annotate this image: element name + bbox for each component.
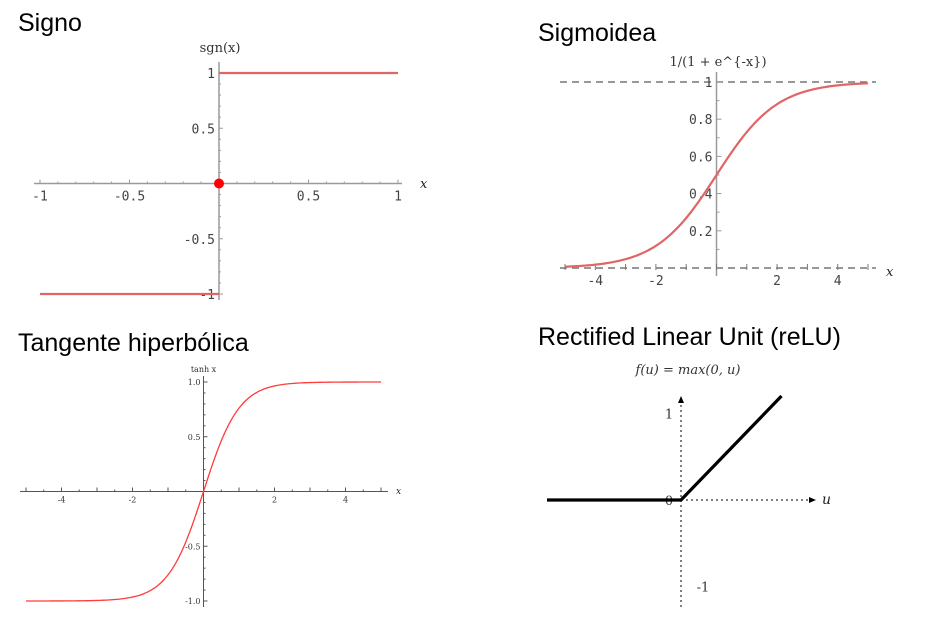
y-tick-label: 0.8 bbox=[689, 113, 712, 128]
x-axis-label: x bbox=[396, 487, 401, 497]
panel-title-sigmoid: Sigmoidea bbox=[538, 19, 656, 47]
y-tick-label: -1.0 bbox=[185, 597, 200, 606]
sigmoid-curve bbox=[564, 82, 869, 268]
x-axis-label: x bbox=[420, 177, 428, 192]
y-tick-label: -1 bbox=[697, 581, 710, 596]
y-tick-label: -0.5 bbox=[185, 542, 200, 551]
y-tick-label: -0.5 bbox=[184, 233, 215, 248]
x-axis-label: u bbox=[822, 492, 831, 508]
y-tick-label: 0.5 bbox=[188, 433, 201, 442]
sign-origin-point bbox=[214, 178, 224, 189]
x-tick-label: -4 bbox=[587, 274, 603, 289]
panel-sigmoid: Sigmoidea-4 -2 2 410.80.60.40.21/(1 + e^{-x… bbox=[538, 19, 894, 289]
y-axis-label: f(u) = max(0, u) bbox=[635, 363, 741, 378]
y-tick-label: 1 bbox=[207, 67, 215, 82]
y-tick-label: 1 bbox=[665, 407, 673, 422]
y-tick-label: -1 bbox=[199, 288, 215, 303]
panel-relu: Rectified Linear Unit (reLU) f(u) = max(0… bbox=[538, 323, 841, 607]
x-axis-arrow-icon bbox=[809, 497, 816, 503]
x-tick-label: 4 bbox=[343, 496, 348, 505]
x-tick-label: 2 bbox=[773, 274, 781, 289]
x-tick-label: 1 bbox=[394, 190, 402, 205]
panel-sign: Signo -1 -0.5 0.5 1 1 0.5 -0.5 -1 sgn(x) x bbox=[18, 9, 428, 303]
y-axis-label: 1/(1 + e^{-x}) bbox=[669, 55, 766, 70]
y-axis-label: sgn(x) bbox=[200, 41, 241, 56]
panel-tanh: Tangente hiperbólica -4 -2 2 4 1.0 0.5 -0.5 -1.0… bbox=[18, 329, 401, 607]
y-tick-label: 0.2 bbox=[689, 225, 712, 240]
panel-title-relu: Rectified Linear Unit (reLU) bbox=[538, 323, 841, 351]
tanh-curve bbox=[26, 381, 381, 602]
x-axis-label: x bbox=[886, 265, 894, 280]
panel-title-tanh: Tangente hiperbólica bbox=[18, 329, 249, 357]
y-tick-label: 1.0 bbox=[188, 378, 201, 387]
x-tick-label: 0.5 bbox=[297, 190, 320, 205]
relu-line bbox=[547, 394, 783, 502]
y-axis-label: tanh x bbox=[191, 365, 217, 374]
x-tick-label: -2 bbox=[129, 496, 137, 505]
y-tick-label: 0.6 bbox=[689, 150, 712, 165]
y-tick-label: 1 bbox=[705, 76, 713, 91]
y-tick-label: 0.5 bbox=[192, 122, 215, 137]
y-axis-arrow-icon bbox=[678, 396, 684, 403]
x-tick-label: -1 bbox=[32, 190, 48, 205]
x-tick-label: 2 bbox=[272, 496, 277, 505]
x-tick-label: 4 bbox=[834, 274, 842, 289]
x-tick-label: -2 bbox=[648, 274, 664, 289]
x-tick-label: -4 bbox=[58, 496, 66, 505]
x-tick-label: -0.5 bbox=[114, 190, 145, 205]
panel-title-sign: Signo bbox=[18, 9, 82, 37]
